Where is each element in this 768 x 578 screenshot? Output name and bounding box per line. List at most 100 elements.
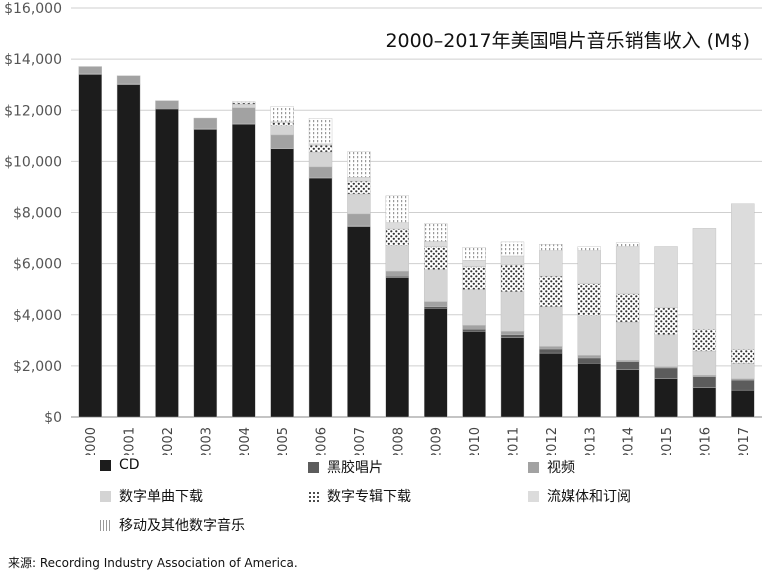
bar-segment — [78, 66, 102, 74]
bar-segment — [462, 289, 486, 326]
bar-segment — [500, 264, 525, 292]
bar-segment — [500, 241, 525, 257]
bar-segment — [577, 363, 601, 418]
bar-segment — [155, 108, 179, 418]
bar-segment — [539, 250, 563, 277]
y-tick-label: $2,000 — [13, 359, 62, 375]
legend-label: CD — [119, 457, 140, 473]
bar-segment — [539, 348, 563, 354]
legend-item: 流媒体和订阅 — [528, 486, 631, 506]
bar-segment — [539, 275, 563, 308]
x-tick-label: 2006 — [315, 427, 330, 455]
bar-segment — [577, 355, 601, 359]
legend-swatch — [100, 490, 111, 502]
bar-segment — [232, 107, 256, 124]
bar-segment — [155, 100, 179, 109]
bar-segment — [654, 246, 678, 309]
legend-label: 数字单曲下载 — [119, 489, 203, 505]
x-tick-label: 2008 — [391, 427, 406, 455]
bar-segment — [308, 144, 333, 153]
x-tick-label: 2012 — [545, 427, 560, 455]
bar-segment — [539, 243, 563, 251]
chart-title: 2000–2017年美国唱片音乐销售收入 (M$) — [385, 30, 750, 52]
bar-segment — [692, 387, 717, 418]
y-tick-label: $16,000 — [4, 1, 62, 17]
y-tick-label: $0 — [44, 410, 62, 426]
axes: $0 $2,000 $4,000 $6,000 $8,000 $10,000 $12,000… — [4, 1, 752, 455]
y-tick-label: $6,000 — [13, 257, 62, 273]
bar-segment — [615, 321, 640, 361]
bar-segment — [423, 306, 448, 309]
bar-segment — [539, 306, 563, 347]
bar-segment — [654, 378, 678, 418]
bar-segment — [577, 283, 601, 316]
bar-segment — [232, 101, 256, 104]
x-tick-label: 2010 — [468, 427, 483, 455]
bar-segment — [78, 74, 102, 418]
bar-segment — [385, 276, 410, 278]
legend-swatch — [100, 459, 111, 471]
bar-segment — [731, 349, 755, 364]
legend-swatch — [528, 461, 539, 473]
bar-segment — [423, 301, 448, 307]
x-tick-label: 2011 — [506, 427, 521, 455]
y-tick-label: $4,000 — [13, 308, 62, 324]
bar-segment — [270, 106, 294, 123]
x-tick-label: 2000 — [84, 427, 99, 455]
bar-segment — [385, 245, 410, 272]
bar-segment — [308, 166, 333, 178]
bar-segment — [692, 329, 717, 352]
x-tick-label: 2005 — [276, 427, 291, 455]
legend-item: CD — [100, 457, 140, 473]
bar-segment — [232, 104, 256, 109]
gridlines — [71, 7, 762, 418]
bar-segment — [270, 121, 294, 126]
bar-segment — [308, 151, 333, 168]
stacked-bar-chart: $0 $2,000 $4,000 $6,000 $8,000 $10,000 $12,000… — [4, 1, 762, 455]
bar-segment — [692, 350, 717, 376]
legend-label: 数字专辑下载 — [327, 489, 411, 505]
legend-item: 视频 — [528, 457, 575, 477]
x-tick-label: 2017 — [737, 427, 752, 455]
bar-segment — [731, 389, 755, 418]
y-tick-label: $12,000 — [4, 103, 62, 119]
bar-segment — [116, 75, 141, 85]
bar-segment — [423, 246, 448, 270]
legend-swatch — [528, 490, 539, 502]
x-tick-label: 2016 — [698, 427, 713, 455]
bar-segment — [347, 151, 371, 178]
bar-segment — [423, 308, 448, 418]
bar-segment — [615, 246, 640, 295]
bar-segment — [193, 129, 218, 418]
legend-item: 移动及其他数字音乐 — [100, 515, 245, 535]
bar-segment — [500, 337, 525, 418]
legend-item: 数字专辑下载 — [308, 486, 411, 506]
bar-segment — [500, 255, 525, 266]
x-tick-label: 2015 — [660, 427, 675, 455]
x-tick-label: 2009 — [430, 427, 445, 455]
y-tick-label: $8,000 — [13, 206, 62, 222]
legend-label: 黑胶唱片 — [327, 460, 383, 476]
bar-segment — [615, 242, 640, 247]
x-tick-label: 2003 — [199, 427, 214, 455]
bar-segment — [347, 193, 371, 215]
bar-segment — [116, 84, 141, 418]
bar-segment — [615, 369, 640, 418]
bar-segment — [423, 241, 448, 247]
bar-segment — [692, 228, 717, 330]
legend-swatch — [308, 461, 319, 473]
y-tick-label: $10,000 — [4, 154, 62, 170]
bar-segment — [385, 277, 410, 418]
bar-segment — [423, 223, 448, 242]
bar-segment — [270, 125, 294, 136]
bar-segment — [347, 226, 371, 418]
legend-label: 流媒体和订阅 — [547, 489, 631, 505]
bars — [78, 66, 755, 418]
bar-segment — [577, 357, 601, 364]
bar-segment — [500, 331, 525, 335]
bar-segment — [692, 376, 717, 388]
bar-segment — [500, 334, 525, 338]
bar-segment — [577, 315, 601, 356]
bar-segment — [462, 325, 486, 330]
bar-segment — [615, 293, 640, 323]
